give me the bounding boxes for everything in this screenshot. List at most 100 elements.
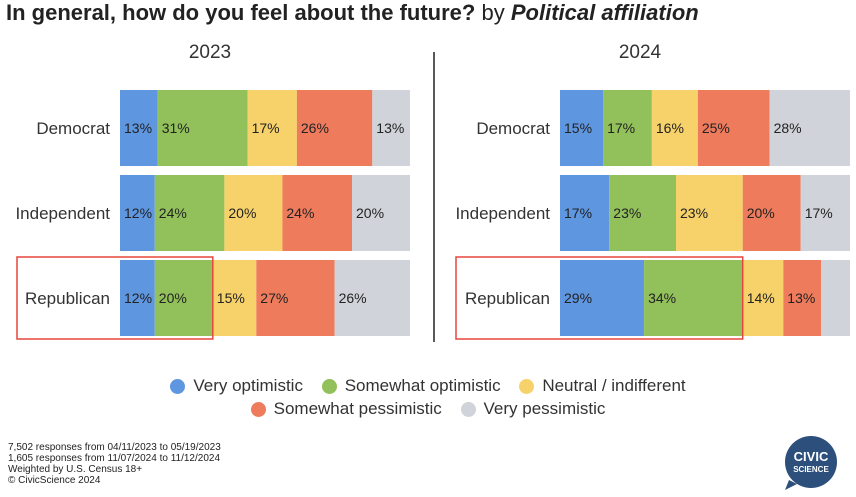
legend-label-somewhat-pessimistic: Somewhat pessimistic — [273, 399, 442, 418]
footer-line-copyright: © CivicScience 2024 — [8, 475, 101, 486]
data-label-2024-republican-very-optimistic: 29% — [564, 290, 592, 306]
bar-2024-independent-neutral-indifferent — [676, 175, 743, 251]
legend-item-somewhat-pessimistic: Somewhat pessimistic — [250, 399, 442, 419]
data-label-2023-democrat-neutral-indifferent: 17% — [252, 120, 280, 136]
data-label-2023-republican-somewhat-pessimistic: 27% — [260, 290, 288, 306]
bar-2024-republican-somewhat-optimistic — [644, 260, 743, 336]
data-label-2024-republican-somewhat-optimistic: 34% — [648, 290, 676, 306]
bar-2023-republican-very-optimistic — [120, 260, 155, 336]
bar-2023-republican-very-pessimistic — [334, 260, 410, 336]
bar-2024-democrat-somewhat-pessimistic — [697, 90, 770, 166]
bar-2024-independent-somewhat-pessimistic — [742, 175, 801, 251]
footer-notes: 7,502 responses from 04/11/2023 to 05/19… — [8, 442, 221, 486]
data-label-2023-democrat-somewhat-pessimistic: 26% — [301, 120, 329, 136]
legend-label-somewhat-optimistic: Somewhat optimistic — [344, 376, 501, 395]
highlight-box-2024-republican — [455, 256, 744, 340]
legend-swatch-neutral — [519, 378, 535, 394]
bar-2023-independent-very-pessimistic — [352, 175, 410, 251]
data-label-2023-republican-very-optimistic: 12% — [124, 290, 152, 306]
logo-text-science: SCIENCE — [793, 465, 829, 474]
bar-2024-democrat-very-optimistic — [560, 90, 604, 166]
footer-line-2024: 1,605 responses from 11/07/2024 to 11/12… — [8, 453, 221, 464]
data-label-2024-republican-somewhat-pessimistic: 13% — [787, 290, 815, 306]
data-label-2024-democrat-somewhat-pessimistic: 25% — [702, 120, 730, 136]
bar-2024-republican-very-optimistic — [560, 260, 645, 336]
data-label-2024-independent-very-optimistic: 17% — [564, 205, 592, 221]
data-label-2024-democrat-neutral-indifferent: 16% — [656, 120, 684, 136]
legend-swatch-very-optimistic — [170, 378, 186, 394]
data-label-2023-democrat-very-pessimistic: 13% — [376, 120, 404, 136]
bar-2024-independent-somewhat-optimistic — [609, 175, 676, 251]
title-by: by — [481, 0, 505, 25]
legend-row-2: Somewhat pessimistic Very pessimistic — [0, 399, 856, 422]
legend-label-very-optimistic: Very optimistic — [193, 376, 303, 395]
bar-2023-independent-neutral-indifferent — [224, 175, 283, 251]
bar-2023-democrat-very-optimistic — [120, 90, 158, 166]
category-label-2024-democrat: Democrat — [476, 119, 550, 138]
legend-item-neutral: Neutral / indifferent — [519, 376, 686, 396]
bar-2023-republican-somewhat-optimistic — [154, 260, 213, 336]
highlight-box-2023-republican — [16, 256, 214, 340]
data-label-2024-democrat-very-optimistic: 15% — [564, 120, 592, 136]
legend-swatch-somewhat-optimistic — [321, 378, 337, 394]
bar-2024-republican-neutral-indifferent — [742, 260, 784, 336]
data-label-2023-democrat-very-optimistic: 13% — [124, 120, 152, 136]
title-affiliation: Political affiliation — [510, 0, 699, 25]
bar-2024-democrat-neutral-indifferent — [651, 90, 698, 166]
bar-2023-independent-very-optimistic — [120, 175, 155, 251]
logo-tail — [785, 480, 797, 490]
data-label-2023-republican-very-pessimistic: 26% — [339, 290, 367, 306]
category-label-2023-republican: Republican — [25, 289, 110, 308]
bar-2023-republican-somewhat-pessimistic — [256, 260, 335, 336]
logo-circle — [785, 436, 837, 488]
legend-item-very-optimistic: Very optimistic — [170, 376, 303, 396]
bar-2024-democrat-very-pessimistic — [769, 90, 850, 166]
data-label-2024-independent-neutral-indifferent: 23% — [680, 205, 708, 221]
category-label-2023-democrat: Democrat — [36, 119, 110, 138]
legend-swatch-somewhat-pessimistic — [250, 401, 266, 417]
bar-2024-independent-very-pessimistic — [800, 175, 850, 251]
category-label-2024-republican: Republican — [465, 289, 550, 308]
bar-2023-democrat-neutral-indifferent — [247, 90, 297, 166]
category-label-2023-independent: Independent — [15, 204, 110, 223]
footer-line-weighting: Weighted by U.S. Census 18+ — [8, 464, 143, 475]
legend-label-very-pessimistic: Very pessimistic — [483, 399, 606, 418]
data-label-2023-independent-very-pessimistic: 20% — [356, 205, 384, 221]
bar-2023-democrat-somewhat-pessimistic — [296, 90, 373, 166]
title-question: In general, how do you feel about the fu… — [6, 0, 476, 25]
footer-line-2023: 7,502 responses from 04/11/2023 to 05/19… — [8, 442, 221, 453]
legend-row-1: Very optimistic Somewhat optimistic Neut… — [0, 376, 856, 399]
category-label-2024-independent: Independent — [455, 204, 550, 223]
data-label-2024-democrat-somewhat-optimistic: 17% — [607, 120, 635, 136]
legend-item-very-pessimistic: Very pessimistic — [460, 399, 606, 419]
data-label-2023-independent-somewhat-optimistic: 24% — [159, 205, 187, 221]
stacked-bar-chart: 2023 Democrat 13% 31% 17% 26% 13% Independent 12… — [15, 42, 850, 342]
legend-swatch-very-pessimistic — [460, 401, 476, 417]
data-label-2023-independent-neutral-indifferent: 20% — [228, 205, 256, 221]
data-label-2024-democrat-very-pessimistic: 28% — [774, 120, 802, 136]
bar-2023-democrat-somewhat-optimistic — [157, 90, 248, 166]
civicscience-logo: CIVIC SCIENCE — [785, 436, 837, 490]
legend-label-neutral: Neutral / indifferent — [542, 376, 686, 395]
legend-item-somewhat-optimistic: Somewhat optimistic — [321, 376, 501, 396]
bar-2024-republican-somewhat-pessimistic — [783, 260, 821, 336]
data-label-2023-independent-somewhat-pessimistic: 24% — [286, 205, 314, 221]
bar-2024-independent-very-optimistic — [560, 175, 610, 251]
data-label-2023-republican-neutral-indifferent: 15% — [217, 290, 245, 306]
data-label-2024-independent-very-pessimistic: 17% — [805, 205, 833, 221]
chart-title: In general, how do you feel about the fu… — [6, 0, 699, 26]
bar-2023-independent-somewhat-optimistic — [154, 175, 225, 251]
panel-title-2023: 2023 — [189, 42, 231, 63]
data-label-2024-republican-neutral-indifferent: 14% — [747, 290, 775, 306]
bar-2023-republican-neutral-indifferent — [212, 260, 257, 336]
bar-2023-independent-somewhat-pessimistic — [282, 175, 352, 251]
data-label-2023-independent-very-optimistic: 12% — [124, 205, 152, 221]
panel-title-2024: 2024 — [619, 42, 662, 63]
logo-text-civic: CIVIC — [794, 449, 829, 464]
data-label-2024-independent-somewhat-pessimistic: 20% — [747, 205, 775, 221]
bar-2024-republican-very-pessimistic — [821, 260, 850, 336]
bar-2024-democrat-somewhat-optimistic — [603, 90, 652, 166]
data-label-2024-independent-somewhat-optimistic: 23% — [613, 205, 641, 221]
data-label-2023-republican-somewhat-optimistic: 20% — [159, 290, 187, 306]
data-label-2023-democrat-somewhat-optimistic: 31% — [162, 120, 190, 136]
